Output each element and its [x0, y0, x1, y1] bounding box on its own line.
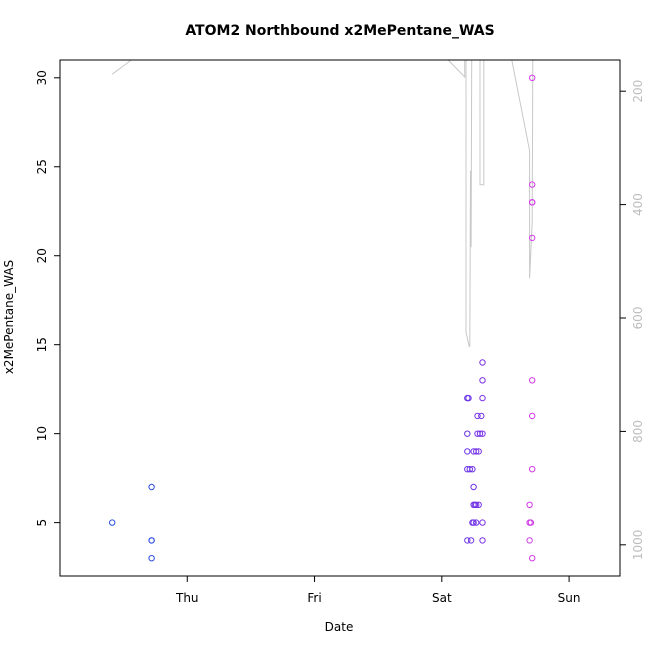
- data-point: [473, 519, 480, 526]
- y-tick-label: 15: [35, 337, 49, 352]
- x-tick-label: Fri: [307, 591, 321, 605]
- data-point: [478, 412, 485, 420]
- data-point: [529, 377, 536, 384]
- data-point: [148, 555, 155, 562]
- data-point: [473, 448, 480, 455]
- data-point: [529, 412, 536, 420]
- data-point: [470, 483, 477, 491]
- data-point: [479, 519, 486, 526]
- right-axis: 200 400 600 800 1000: [620, 80, 645, 560]
- y-tick-label: 30: [35, 70, 49, 85]
- data-point: [529, 199, 536, 206]
- scatter-points-layer: [109, 74, 536, 562]
- y2-tick-label: 400: [631, 193, 645, 216]
- data-point: [467, 537, 475, 544]
- data-point: [476, 430, 484, 437]
- data-point: [479, 430, 486, 437]
- plot-frame: [59, 59, 621, 577]
- y-tick-label: 20: [35, 248, 49, 263]
- data-point: [464, 537, 471, 544]
- x-tick-label: Sun: [558, 591, 581, 605]
- altitude-line-layer: [111, 60, 534, 347]
- data-point: [479, 377, 486, 384]
- data-point: [529, 74, 536, 82]
- data-point: [466, 466, 473, 473]
- data-point: [479, 537, 486, 544]
- data-point: [470, 519, 477, 526]
- x-axis-label: Date: [325, 620, 354, 634]
- data-point: [464, 448, 471, 455]
- y-tick-label: 5: [35, 519, 49, 527]
- data-point: [529, 466, 536, 473]
- data-point: [474, 412, 481, 420]
- data-point: [526, 501, 533, 508]
- data-point: [527, 519, 535, 526]
- data-point: [148, 537, 155, 544]
- y-axis: 5 10 15 20 25 30: [35, 70, 60, 526]
- data-point: [529, 181, 536, 188]
- data-point: [464, 430, 471, 437]
- altitude-line: [111, 60, 534, 347]
- data-point: [473, 501, 480, 508]
- data-point: [479, 359, 486, 366]
- x-axis: Thu Fri Sat Sun: [175, 576, 581, 605]
- data-point: [479, 394, 486, 402]
- y-axis-label: x2MePentane_WAS: [2, 260, 16, 374]
- data-point: [529, 555, 536, 562]
- y-tick-label: 25: [35, 159, 49, 174]
- data-point: [529, 234, 536, 242]
- data-point: [148, 483, 155, 491]
- data-point: [475, 448, 482, 455]
- data-point: [109, 519, 116, 526]
- data-point: [475, 501, 482, 508]
- data-point: [526, 537, 533, 544]
- y2-tick-label: 800: [631, 420, 645, 443]
- y-tick-label: 10: [35, 426, 49, 441]
- data-point: [465, 394, 472, 402]
- y2-tick-label: 1000: [631, 530, 645, 561]
- x-tick-label: Thu: [175, 591, 199, 605]
- y2-tick-label: 600: [631, 307, 645, 330]
- x-tick-label: Sat: [432, 591, 452, 605]
- y2-tick-label: 200: [631, 80, 645, 103]
- chart-title: ATOM2 Northbound x2MePentane_WAS: [185, 23, 494, 39]
- data-point: [469, 466, 476, 473]
